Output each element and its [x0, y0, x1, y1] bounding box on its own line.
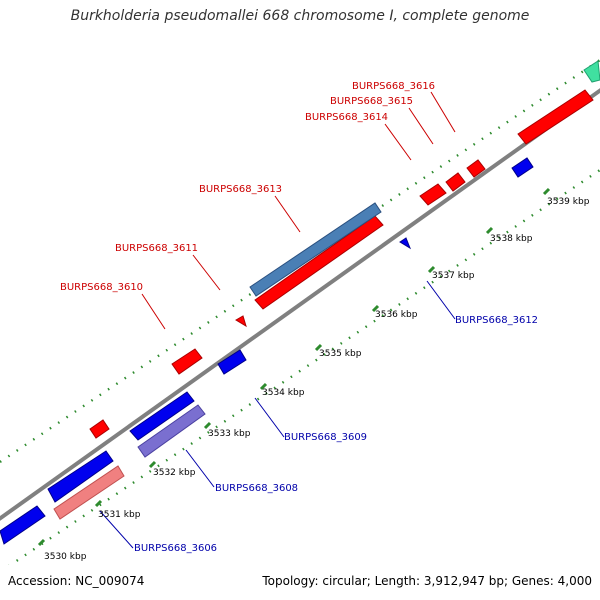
label-leader-lines	[99, 91, 456, 549]
gene-arrow[interactable]	[171, 348, 203, 375]
tick-label: 3538 kbp	[490, 234, 533, 244]
reverse-gene-labels: BURPS668_3606 BURPS668_3608 BURPS668_360…	[134, 315, 538, 554]
gene-arrow[interactable]	[254, 215, 384, 310]
tick-label: 3536 kbp	[375, 310, 418, 320]
accession-text: Accession: NC_009074	[8, 574, 145, 588]
forward-gene-labels: BURPS668_3610 BURPS668_3611 BURPS668_361…	[60, 81, 435, 293]
gene-arrow[interactable]	[399, 237, 412, 250]
gene-arrow[interactable]	[53, 465, 125, 520]
map-title: Burkholderia pseudomallei 668 chromosome…	[70, 8, 530, 24]
gene-arrow[interactable]	[466, 159, 486, 178]
tick-label: 3533 kbp	[208, 429, 251, 439]
gene-arrow[interactable]	[235, 315, 247, 328]
gene-label[interactable]: BURPS668_3606	[134, 543, 217, 554]
gene-arrow[interactable]	[0, 505, 46, 545]
tick-track-lower	[8, 169, 600, 565]
tick-label: 3537 kbp	[432, 271, 475, 281]
tick-label: 3534 kbp	[262, 388, 305, 398]
gene-arrow[interactable]	[129, 391, 195, 441]
gene-label[interactable]: BURPS668_3616	[352, 81, 435, 92]
gene-label[interactable]: BURPS668_3609	[284, 432, 367, 443]
tick-label: 3530 kbp	[44, 552, 87, 562]
reverse-strand-genes	[0, 157, 534, 545]
gene-arrow[interactable]	[47, 450, 114, 503]
genome-backbone	[0, 88, 600, 521]
gene-arrow[interactable]	[217, 349, 247, 375]
gene-arrow[interactable]	[419, 183, 447, 206]
genome-summary-text: Topology: circular; Length: 3,912,947 bp…	[262, 574, 592, 588]
gene-arrow[interactable]	[249, 202, 382, 297]
gene-arrow[interactable]	[583, 60, 600, 83]
tick-label: 3531 kbp	[98, 510, 141, 520]
gene-label[interactable]: BURPS668_3612	[455, 315, 538, 326]
minor-ticks-lower	[8, 169, 600, 565]
tick-label: 3535 kbp	[319, 349, 362, 359]
gene-arrow[interactable]	[89, 419, 110, 439]
gene-label[interactable]: BURPS668_3613	[199, 184, 282, 195]
gene-label[interactable]: BURPS668_3610	[60, 282, 143, 293]
gene-arrow[interactable]	[517, 89, 594, 145]
gene-arrow[interactable]	[445, 172, 466, 192]
scale-tick-marks	[37, 187, 551, 547]
forward-strand-genes	[53, 60, 600, 520]
genome-map: BURPS668_3610 BURPS668_3611 BURPS668_361…	[0, 59, 600, 565]
tick-label: 3539 kbp	[547, 197, 590, 207]
gene-label[interactable]: BURPS668_3608	[215, 483, 298, 494]
gene-label[interactable]: BURPS668_3615	[330, 96, 413, 107]
scale-tick-labels: 3530 kbp 3531 kbp 3532 kbp 3533 kbp 3534…	[44, 197, 590, 562]
gene-label[interactable]: BURPS668_3611	[115, 243, 198, 254]
gene-arrow[interactable]	[137, 404, 206, 458]
gene-label[interactable]: BURPS668_3614	[305, 112, 388, 123]
gene-arrow[interactable]	[511, 157, 534, 178]
tick-label: 3532 kbp	[153, 468, 196, 478]
